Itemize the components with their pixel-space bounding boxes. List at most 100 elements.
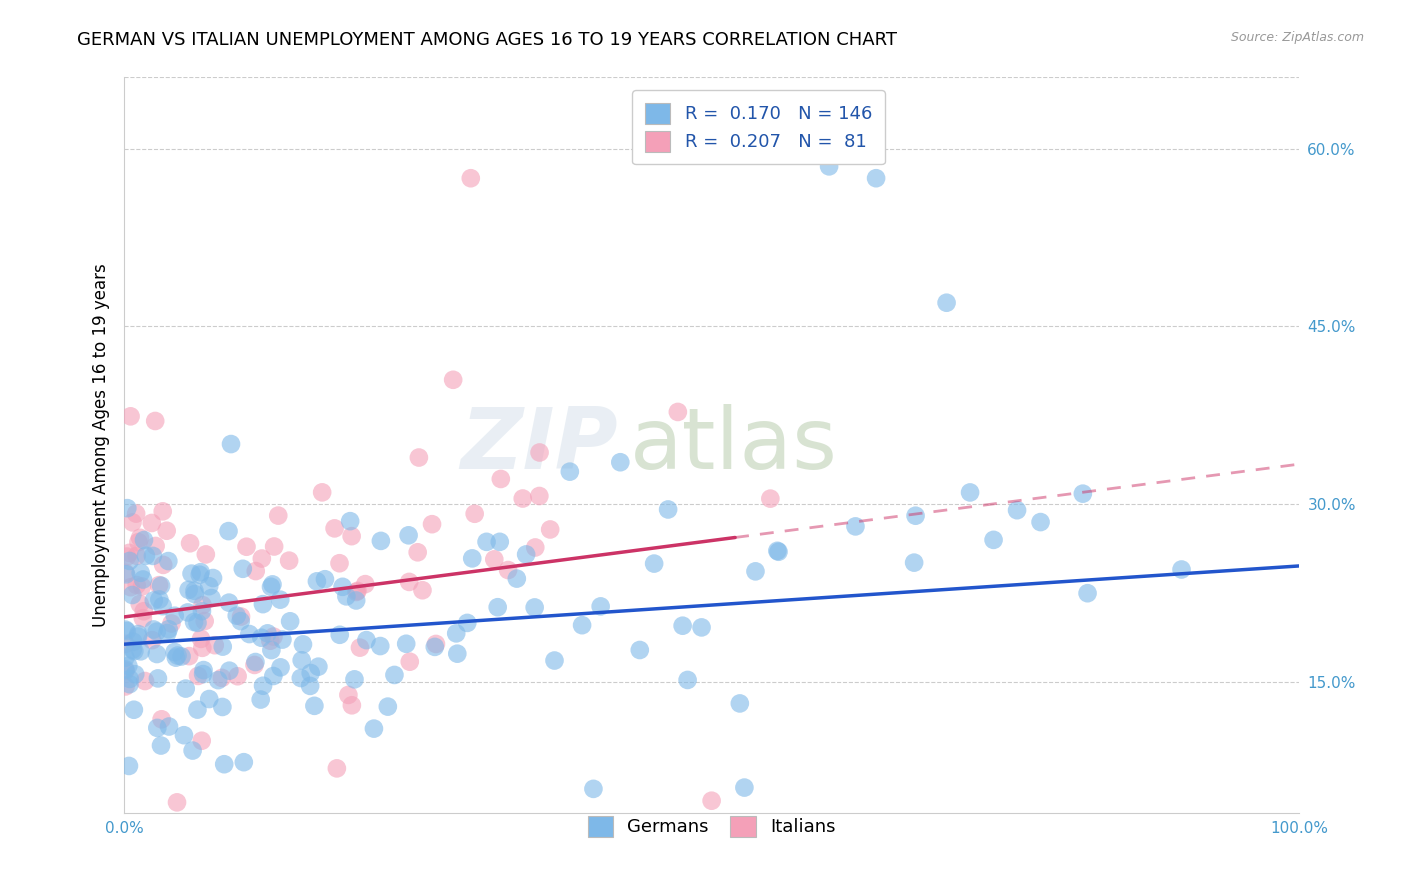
Point: [152, 504, 174, 518]
Point: [441, 373, 464, 387]
Point: [343, 673, 366, 687]
Point: [398, 655, 420, 669]
Point: [411, 583, 433, 598]
Point: [218, 524, 240, 538]
Point: [818, 160, 841, 174]
Point: [329, 628, 352, 642]
Point: [728, 697, 751, 711]
Point: [118, 759, 141, 773]
Legend: Germans, Italians: Germans, Italians: [581, 809, 842, 844]
Point: [252, 597, 274, 611]
Point: [368, 639, 391, 653]
Point: [198, 579, 221, 593]
Point: [157, 719, 180, 733]
Point: [114, 566, 136, 580]
Point: [118, 672, 141, 686]
Point: [187, 669, 209, 683]
Point: [1005, 503, 1028, 517]
Point: [488, 534, 510, 549]
Point: [252, 679, 274, 693]
Point: [543, 654, 565, 668]
Text: atlas: atlas: [630, 403, 838, 486]
Point: [114, 664, 136, 678]
Point: [423, 640, 446, 654]
Point: [690, 620, 713, 634]
Point: [163, 608, 186, 623]
Point: [384, 668, 406, 682]
Point: [125, 549, 148, 563]
Point: [238, 627, 260, 641]
Point: [202, 571, 225, 585]
Point: [444, 626, 467, 640]
Point: [160, 616, 183, 631]
Point: [218, 664, 240, 678]
Point: [120, 580, 142, 594]
Point: [194, 548, 217, 562]
Point: [142, 549, 165, 563]
Point: [114, 680, 136, 694]
Point: [156, 626, 179, 640]
Point: [150, 739, 173, 753]
Point: [759, 491, 782, 506]
Point: [131, 579, 153, 593]
Point: [186, 703, 208, 717]
Point: [245, 655, 267, 669]
Point: [398, 574, 420, 589]
Point: [157, 554, 180, 568]
Point: [204, 638, 226, 652]
Point: [190, 565, 212, 579]
Point: [250, 631, 273, 645]
Point: [538, 523, 561, 537]
Point: [460, 171, 482, 186]
Point: [120, 409, 142, 424]
Point: [115, 624, 138, 638]
Point: [225, 608, 247, 623]
Point: [170, 649, 193, 664]
Point: [339, 514, 361, 528]
Point: [262, 577, 284, 591]
Point: [148, 578, 170, 592]
Point: [524, 541, 547, 555]
Point: [700, 794, 723, 808]
Point: [127, 627, 149, 641]
Point: [125, 507, 148, 521]
Point: [643, 557, 665, 571]
Point: [768, 545, 790, 559]
Point: [141, 633, 163, 648]
Point: [152, 599, 174, 614]
Point: [506, 572, 529, 586]
Point: [114, 637, 136, 651]
Point: [356, 633, 378, 648]
Point: [229, 609, 252, 624]
Point: [291, 653, 314, 667]
Point: [235, 540, 257, 554]
Point: [180, 566, 202, 581]
Point: [464, 507, 486, 521]
Point: [166, 648, 188, 663]
Point: [733, 780, 755, 795]
Point: [142, 623, 165, 637]
Point: [337, 688, 360, 702]
Point: [744, 565, 766, 579]
Point: [571, 618, 593, 632]
Point: [121, 516, 143, 530]
Point: [263, 630, 285, 644]
Point: [291, 637, 314, 651]
Point: [179, 536, 201, 550]
Point: [129, 566, 152, 580]
Point: [1170, 562, 1192, 576]
Point: [211, 700, 233, 714]
Point: [672, 618, 695, 632]
Point: [271, 632, 294, 647]
Point: [129, 531, 152, 545]
Point: [512, 491, 534, 506]
Point: [121, 642, 143, 657]
Point: [304, 698, 326, 713]
Point: [270, 660, 292, 674]
Point: [129, 644, 152, 658]
Point: [340, 698, 363, 713]
Point: [446, 647, 468, 661]
Point: [529, 489, 551, 503]
Point: [128, 597, 150, 611]
Point: [903, 556, 925, 570]
